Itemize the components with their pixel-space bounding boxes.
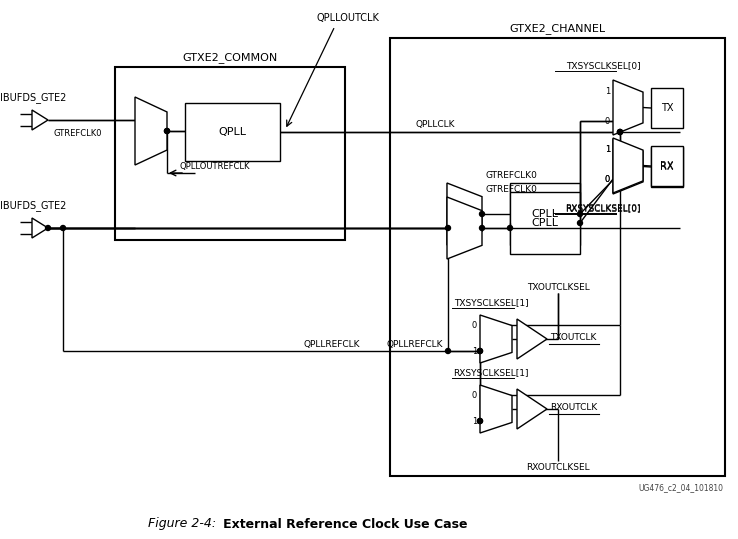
Polygon shape: [613, 138, 643, 193]
Polygon shape: [517, 319, 547, 359]
Circle shape: [477, 349, 483, 354]
Polygon shape: [480, 315, 512, 363]
Text: CPLL: CPLL: [531, 218, 559, 228]
Text: IBUFDS_GTE2: IBUFDS_GTE2: [0, 201, 66, 211]
Text: Figure 2-4:: Figure 2-4:: [148, 517, 216, 530]
Polygon shape: [613, 139, 643, 194]
Text: TXSYSCLKSEL[1]: TXSYSCLKSEL[1]: [454, 299, 528, 308]
Text: RXSYSCLKSEL[1]: RXSYSCLKSEL[1]: [453, 369, 528, 377]
Circle shape: [61, 225, 66, 231]
Circle shape: [618, 129, 622, 135]
Circle shape: [618, 129, 622, 135]
Text: RXOUTCLK: RXOUTCLK: [550, 404, 597, 412]
Text: RXOUTCLKSEL: RXOUTCLKSEL: [526, 464, 590, 473]
Text: TXOUTCLKSEL: TXOUTCLKSEL: [527, 282, 590, 292]
Polygon shape: [32, 218, 48, 238]
Text: RX: RX: [661, 162, 674, 172]
Circle shape: [618, 129, 622, 135]
Circle shape: [477, 349, 483, 354]
Bar: [185, 103, 280, 161]
Bar: [651, 147, 683, 187]
Text: 1: 1: [472, 347, 477, 356]
Bar: [115, 67, 345, 240]
Text: RXSYSCLKSEL[0]: RXSYSCLKSEL[0]: [565, 204, 641, 212]
Circle shape: [578, 220, 582, 225]
Text: 0: 0: [472, 390, 477, 399]
Text: QPLLOUTCLK: QPLLOUTCLK: [317, 13, 379, 23]
Text: 1: 1: [604, 144, 610, 154]
Text: RXSYSCLKSEL[0]: RXSYSCLKSEL[0]: [565, 204, 641, 213]
Text: 1: 1: [604, 86, 610, 95]
Polygon shape: [517, 389, 547, 429]
Circle shape: [477, 418, 483, 424]
Bar: [510, 192, 580, 254]
Circle shape: [446, 225, 450, 231]
Text: GTXE2_CHANNEL: GTXE2_CHANNEL: [509, 24, 606, 34]
Text: TXOUTCLK: TXOUTCLK: [550, 334, 596, 342]
Text: TX: TX: [661, 103, 673, 113]
Text: QPLL: QPLL: [218, 127, 246, 137]
Text: TXSYSCLKSEL[0]: TXSYSCLKSEL[0]: [566, 61, 641, 71]
Circle shape: [508, 225, 512, 231]
Text: 0: 0: [472, 321, 477, 329]
Polygon shape: [613, 80, 643, 135]
Polygon shape: [447, 197, 482, 259]
Circle shape: [165, 128, 170, 134]
Text: QPLLREFCLK: QPLLREFCLK: [387, 340, 443, 349]
Text: QPLLCLK: QPLLCLK: [415, 121, 455, 129]
Text: QPLLOUTREFCLK: QPLLOUTREFCLK: [179, 162, 249, 170]
Bar: [390, 38, 725, 476]
Text: 1: 1: [604, 146, 610, 155]
Circle shape: [480, 225, 485, 231]
Circle shape: [46, 225, 50, 231]
Polygon shape: [135, 97, 167, 165]
Circle shape: [578, 211, 582, 217]
Circle shape: [165, 128, 170, 134]
Circle shape: [477, 418, 483, 424]
Text: GTXE2_COMMON: GTXE2_COMMON: [182, 52, 277, 64]
Circle shape: [480, 211, 485, 217]
Text: GTREFCLK0: GTREFCLK0: [53, 129, 102, 139]
Text: GTREFCLK0: GTREFCLK0: [485, 184, 537, 194]
Text: IBUFDS_GTE2: IBUFDS_GTE2: [0, 93, 66, 103]
Text: GTREFCLK0: GTREFCLK0: [485, 170, 537, 179]
Text: 0: 0: [604, 176, 610, 184]
Text: 1: 1: [472, 417, 477, 425]
Text: UG476_c2_04_101810: UG476_c2_04_101810: [638, 483, 723, 493]
Circle shape: [446, 349, 450, 354]
Text: 0: 0: [604, 116, 610, 126]
Text: External Reference Clock Use Case: External Reference Clock Use Case: [210, 517, 467, 530]
Bar: [651, 146, 683, 186]
Polygon shape: [32, 110, 48, 130]
Text: CPLL: CPLL: [531, 209, 559, 219]
Bar: [510, 183, 580, 245]
Bar: [651, 88, 683, 128]
Text: QPLLREFCLK: QPLLREFCLK: [303, 340, 360, 349]
Text: 0: 0: [604, 175, 610, 183]
Polygon shape: [480, 385, 512, 433]
Text: RX: RX: [661, 161, 674, 171]
Polygon shape: [447, 183, 482, 245]
